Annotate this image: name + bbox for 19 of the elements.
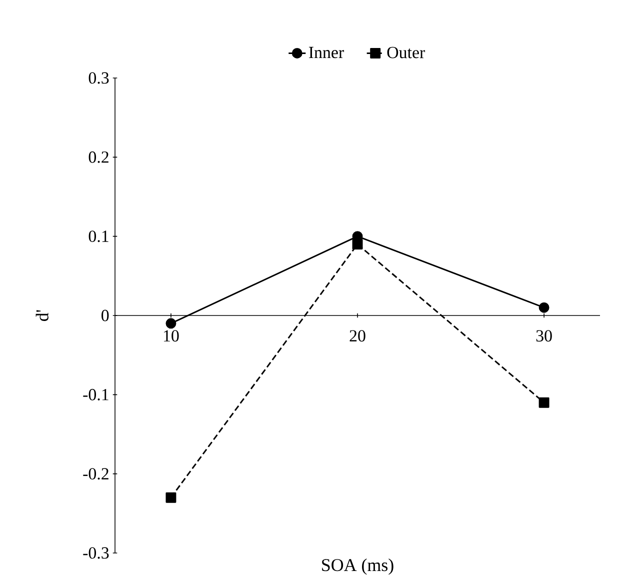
x-tick-label: 20	[350, 330, 366, 342]
y-tick-label: -0.3	[83, 547, 109, 559]
x-axis-title: SOA (ms)	[322, 558, 394, 575]
x-tick-label: 10	[164, 330, 179, 342]
y-tick-label: 0	[102, 310, 109, 322]
point	[166, 318, 176, 329]
y-tick-label: 0.1	[88, 230, 108, 242]
x-tick-label: 30	[536, 330, 552, 342]
point	[352, 239, 363, 250]
y-tick-label: -0.2	[83, 468, 108, 480]
point	[538, 397, 550, 408]
point	[538, 302, 550, 313]
y-tick-label: 0.2	[88, 151, 108, 163]
y-tick-label: -0.1	[83, 388, 108, 400]
legend-label: Inner	[308, 46, 344, 58]
legend-label: Outer	[387, 46, 425, 58]
point	[166, 492, 176, 503]
y-axis-title: d'	[36, 310, 48, 321]
y-tick-label: 0.3	[88, 72, 109, 84]
